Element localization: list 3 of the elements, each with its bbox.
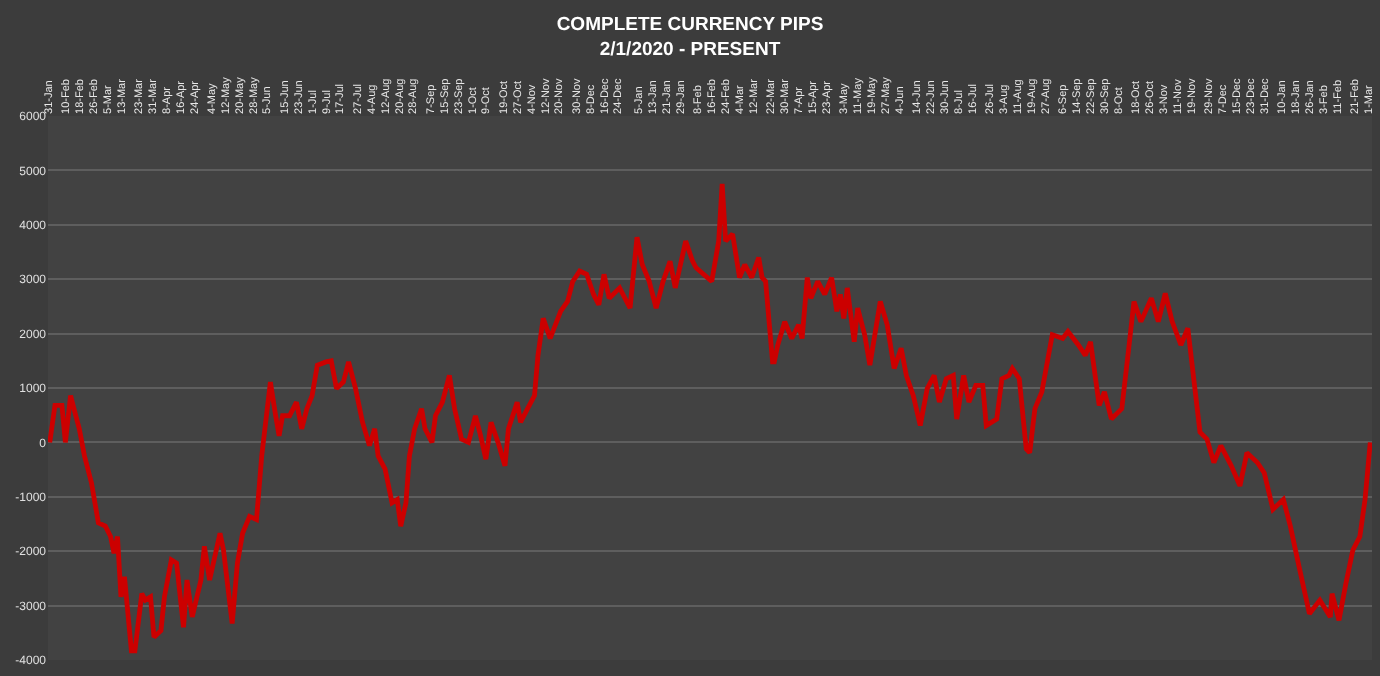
chart-subtitle: 2/1/2020 - PRESENT [599,39,781,62]
line-series [48,181,1372,654]
chart-title: COMPLETE CURRENCY PIPS [556,14,824,37]
